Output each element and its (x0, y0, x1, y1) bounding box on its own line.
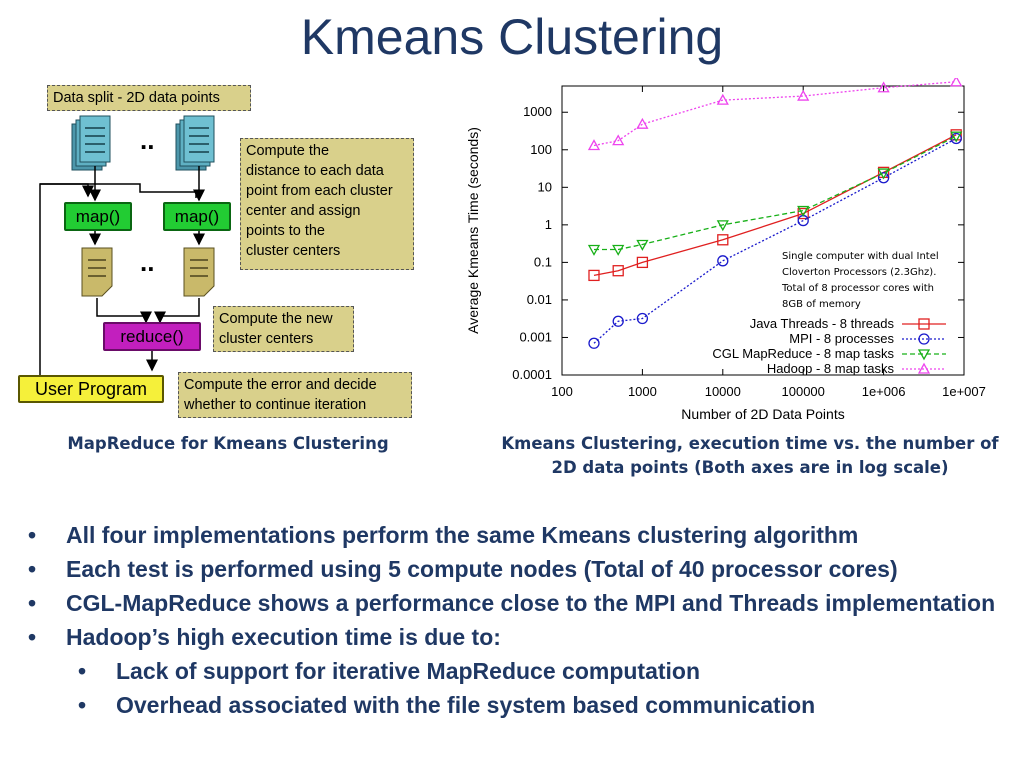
caption-chart: Kmeans Clustering, execution time vs. th… (501, 434, 999, 477)
series-line-2 (593, 135, 957, 251)
data-point (612, 315, 624, 327)
data-point (636, 312, 649, 325)
slide-title: Kmeans Clustering (300, 9, 724, 65)
y-tick-label: 0.1 (534, 254, 552, 269)
y-axis-label: Average Kmeans Time (seconds) (465, 127, 481, 334)
x-tick-label: 100 (551, 384, 573, 399)
intermediate-document-icon-2 (183, 247, 215, 297)
data-point (717, 234, 729, 246)
bullet-glyph: • (28, 522, 37, 548)
map-box-2: map() (163, 202, 231, 231)
y-tick-label: 1 (545, 217, 552, 232)
x-tick-label: 10000 (705, 384, 741, 399)
y-tick-label: 100 (530, 142, 552, 157)
bullet-text: Each test is performed using 5 compute n… (66, 556, 898, 582)
data-point (716, 220, 729, 232)
data-point (950, 131, 963, 143)
bullet-text: CGL-MapReduce shows a performance close … (66, 590, 996, 616)
bullet-glyph: • (28, 556, 37, 582)
chart-annotation-line: Single computer with dual Intel (782, 251, 939, 262)
chart-annotation-line: Total of 8 processor cores with (781, 283, 934, 294)
bullet-item: • All four implementations perform the sa… (28, 522, 1018, 549)
legend-marker (917, 349, 931, 361)
legend-label: CGL MapReduce - 8 map tasks (712, 346, 894, 361)
note-error: Compute the error and decide whether to … (178, 372, 412, 418)
kmeans-time-chart: 100 1000 10000 100000 1e+006 1e+007 0.0001 0.00… (465, 78, 986, 422)
data-point (797, 205, 810, 217)
data-point (612, 265, 624, 277)
x-tick-label: 1e+007 (942, 384, 986, 399)
sub-bullet-item: • Overhead associated with the file syste… (28, 692, 1018, 719)
data-point (588, 269, 600, 282)
note-compute-distance: Compute the distance to each data point … (240, 138, 414, 270)
data-point (612, 244, 625, 256)
legend-label: Hadoop - 8 map tasks (767, 361, 895, 376)
legend-label: MPI - 8 processes (789, 331, 894, 346)
data-point (950, 78, 963, 87)
bullet-glyph: • (28, 590, 37, 616)
plot-frame (561, 85, 965, 376)
data-split-document-icon-1 (71, 115, 111, 171)
data-point (587, 139, 601, 151)
legend-label: Java Threads - 8 threads (750, 316, 895, 331)
intermediate-document-icon-1 (81, 247, 113, 297)
diagram-connectors (39, 115, 215, 376)
data-point (797, 207, 809, 220)
bullet-item: • Each test is performed using 5 compute … (28, 556, 1018, 583)
chart-annotation-line: Cloverton Processors (2.3Ghz). (782, 267, 936, 278)
y-tick-label: 0.0001 (512, 367, 552, 382)
data-point (636, 239, 649, 251)
ellipsis-middle: .. (140, 247, 155, 277)
data-point (612, 134, 625, 146)
bullet-text: Overhead associated with the file system… (116, 692, 816, 718)
data-point (877, 81, 890, 93)
data-point (636, 117, 649, 129)
ellipsis-top: .. (140, 125, 155, 155)
bullet-item: • Hadoop’s high execution time is due to: (28, 624, 1018, 651)
bullet-glyph: • (78, 692, 87, 718)
bullet-list: • All four implementations perform the sa… (28, 522, 1018, 726)
legend-marker (917, 362, 931, 374)
caption-diagram: MapReduce for Kmeans Clustering (67, 434, 389, 453)
y-tick-label: 0.01 (527, 292, 552, 307)
map-box-1: map() (64, 202, 132, 231)
bullet-text: All four implementations perform the sam… (66, 522, 859, 548)
data-point (797, 89, 810, 101)
bullet-glyph: • (28, 624, 37, 650)
data-point (877, 168, 890, 180)
y-tick-label: 10 (538, 179, 552, 194)
x-axis-label: Number of 2D Data Points (681, 406, 844, 422)
data-split-label: Data split - 2D data points (47, 85, 251, 111)
note-new-centers: Compute the new cluster centers (213, 306, 354, 352)
y-tick-label: 0.001 (519, 329, 552, 344)
sub-bullet-item: • Lack of support for iterative MapReduce… (28, 658, 1018, 685)
data-point (950, 129, 962, 141)
reduce-box: reduce() (103, 322, 201, 351)
bullet-text: Lack of support for iterative MapReduce … (116, 658, 701, 684)
series-line-3 (593, 81, 957, 147)
data-point (716, 93, 729, 105)
data-point (587, 244, 601, 256)
data-point (636, 256, 649, 269)
bullet-item: • CGL-MapReduce shows a performance close… (28, 590, 1018, 617)
legend-marker (918, 318, 930, 330)
x-tick-label: 100000 (782, 384, 825, 399)
y-tick-label: 1000 (523, 104, 552, 119)
bullet-text: Hadoop’s high execution time is due to: (66, 624, 501, 650)
data-point (588, 337, 600, 349)
data-point (717, 255, 729, 267)
bullet-glyph: • (78, 658, 87, 684)
x-tick-label: 1e+006 (862, 384, 906, 399)
legend-marker (918, 333, 930, 345)
x-tick-label: 1000 (628, 384, 657, 399)
user-program-box: User Program (18, 375, 164, 403)
data-point (877, 172, 890, 184)
chart-annotation-line: 8GB of memory (782, 299, 861, 310)
data-split-document-icon-2 (175, 115, 215, 171)
